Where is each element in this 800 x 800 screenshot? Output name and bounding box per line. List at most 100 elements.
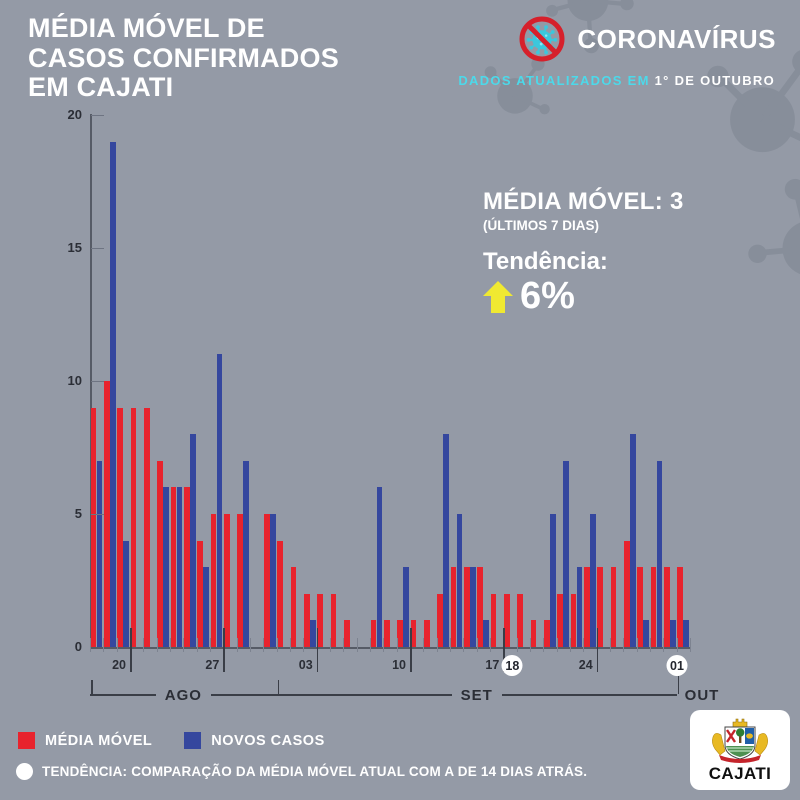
x-axis-label: 27 xyxy=(205,658,220,672)
bar-media-movel xyxy=(597,567,603,647)
bar-media-movel xyxy=(530,620,537,647)
x-axis-label: 24 xyxy=(578,658,593,672)
x-minor-tick xyxy=(116,638,118,652)
x-axis-label: 17 xyxy=(485,658,500,672)
bar-novos-casos xyxy=(576,567,583,647)
bar-media-movel xyxy=(210,514,217,647)
bar-media-movel xyxy=(290,567,297,647)
bar-novos-casos xyxy=(310,620,316,647)
bar-media-movel xyxy=(610,567,617,647)
bar-media-movel xyxy=(397,620,403,647)
y-grid-stub xyxy=(91,514,104,515)
x-minor-tick xyxy=(583,638,585,652)
updated-status: DADOS ATUALIZADOS EM 1° DE OUTUBRO xyxy=(458,73,775,88)
bar-novos-casos xyxy=(470,567,476,647)
bar-novos-casos xyxy=(630,434,636,647)
x-minor-tick xyxy=(490,638,491,652)
x-minor-tick xyxy=(516,638,518,652)
bar-novos-casos xyxy=(550,514,556,647)
x-minor-tick xyxy=(370,638,371,652)
x-minor-tick xyxy=(450,638,451,652)
x-major-tick xyxy=(316,628,319,672)
bar-media-movel xyxy=(450,567,457,647)
bar-media-movel xyxy=(170,487,177,647)
x-minor-tick xyxy=(623,638,625,652)
x-minor-tick xyxy=(143,638,145,652)
bar-media-movel xyxy=(90,407,97,647)
x-minor-tick xyxy=(570,638,571,652)
y-grid-stub xyxy=(91,248,104,249)
no-coronavirus-icon xyxy=(519,16,565,62)
bar-media-movel xyxy=(143,407,150,647)
x-axis-label: 20 xyxy=(112,658,126,672)
x-minor-tick xyxy=(210,638,211,652)
x-major-tick xyxy=(410,628,412,672)
bar-novos-casos xyxy=(403,567,409,647)
x-axis-label: 03 xyxy=(298,658,313,672)
bar-novos-casos xyxy=(123,540,129,647)
x-minor-tick xyxy=(263,638,265,652)
bar-media-movel xyxy=(570,593,577,647)
city-name: CAJATI xyxy=(708,763,772,783)
x-axis-label-circled: 01 xyxy=(666,655,688,676)
bar-novos-casos xyxy=(590,514,596,647)
month-label: OUT xyxy=(684,687,720,704)
moving-average-value: MÉDIA MÓVEL: 3 xyxy=(483,188,684,215)
x-minor-tick xyxy=(690,638,691,652)
bar-novos-casos xyxy=(643,620,649,647)
y-axis-label: 10 xyxy=(67,373,82,388)
month-bracket-line xyxy=(90,694,156,696)
x-minor-tick xyxy=(276,638,278,652)
bar-novos-casos xyxy=(443,434,449,647)
trend-up-arrow-icon xyxy=(483,281,513,314)
month-bracket-line xyxy=(501,694,677,696)
x-axis-label: 10 xyxy=(392,658,406,672)
bar-media-movel xyxy=(197,540,203,647)
cajati-logo-card: CAJATI xyxy=(690,710,790,790)
x-minor-tick xyxy=(676,638,678,652)
bar-novos-casos xyxy=(110,141,116,647)
y-grid-stub xyxy=(91,115,104,116)
bar-novos-casos xyxy=(96,460,103,647)
bar-novos-casos xyxy=(563,460,569,647)
bar-media-movel xyxy=(477,567,483,647)
chart-legend: MÉDIA MÓVEL NOVOS CASOS xyxy=(18,732,325,749)
bar-media-movel xyxy=(237,514,243,647)
bar-media-movel xyxy=(157,460,163,647)
x-minor-tick xyxy=(463,638,465,652)
bar-novos-casos xyxy=(243,460,249,647)
bar-novos-casos xyxy=(376,487,383,647)
x-minor-tick xyxy=(436,638,438,652)
bar-media-movel xyxy=(103,381,110,647)
bar-media-movel xyxy=(330,593,337,647)
bar-media-movel xyxy=(543,620,550,647)
virus-molecule-decoration xyxy=(718,158,800,320)
y-axis-label: 5 xyxy=(74,506,82,521)
month-label: AGO xyxy=(164,686,202,704)
x-minor-tick xyxy=(156,638,158,652)
x-minor-tick xyxy=(343,638,345,652)
brand-wordmark: CORONAVÍRUS xyxy=(577,23,776,54)
x-minor-tick xyxy=(303,638,305,652)
moving-average-period: (ÚLTIMOS 7 DIAS) xyxy=(483,218,599,233)
y-axis-label: 20 xyxy=(67,107,82,122)
bar-media-movel xyxy=(303,593,310,647)
x-minor-tick xyxy=(330,638,331,652)
x-minor-tick xyxy=(290,638,291,652)
x-minor-tick xyxy=(530,638,531,652)
bar-novos-casos xyxy=(483,620,489,647)
x-major-tick xyxy=(130,628,132,672)
month-group-ago: AGO xyxy=(90,686,277,704)
x-minor-tick xyxy=(383,638,385,652)
bar-novos-casos xyxy=(683,620,689,647)
legend-label: MÉDIA MÓVEL xyxy=(45,732,153,749)
y-grid-stub xyxy=(91,381,104,382)
x-minor-tick xyxy=(170,638,171,652)
bullet-circle-icon xyxy=(16,763,33,780)
bar-media-movel xyxy=(277,540,283,647)
bar-media-movel xyxy=(663,567,670,647)
bar-novos-casos xyxy=(176,487,183,647)
trend-footnote: TENDÊNCIA: COMPARAÇÃO DA MÉDIA MÓVEL ATU… xyxy=(16,763,587,780)
stats-block: MÉDIA MÓVEL: 3 (ÚLTIMOS 7 DIAS) Tendênci… xyxy=(483,188,684,315)
